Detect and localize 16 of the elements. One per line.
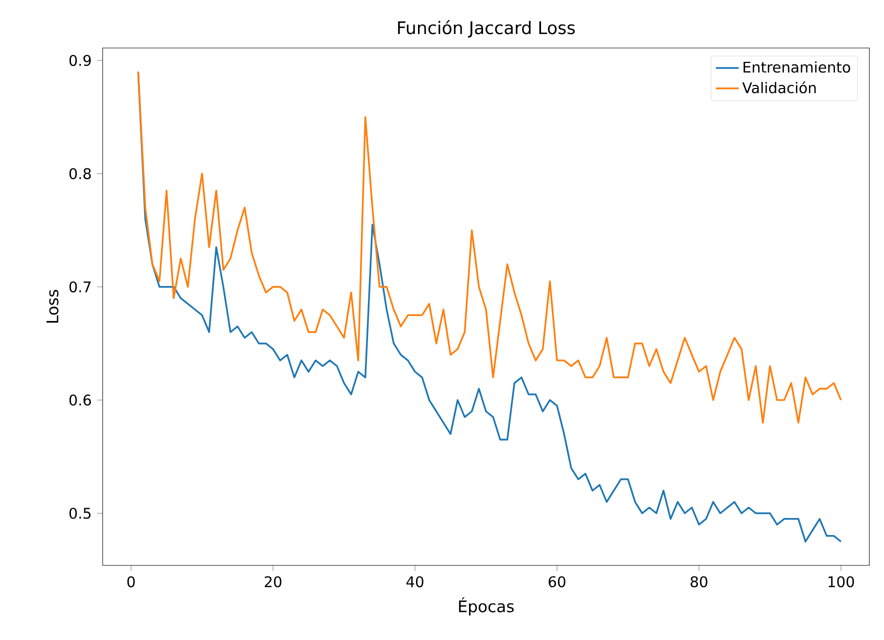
legend-label: Validación <box>742 81 816 94</box>
y-tick-label: 0.5 <box>69 508 91 519</box>
x-tick-label: 20 <box>264 576 282 588</box>
x-tick-label: 80 <box>690 576 708 588</box>
y-tick-label: 0.9 <box>69 54 91 66</box>
chart-title: Función Jaccard Loss <box>398 20 575 38</box>
x-tick-label: 60 <box>548 576 566 588</box>
x-axis-title: Épocas <box>459 597 514 616</box>
y-tick-label: 0.7 <box>69 281 91 292</box>
y-tick-label: 0.8 <box>69 168 91 180</box>
y-tick-label: 0.6 <box>69 394 91 406</box>
x-tick-label: 100 <box>828 576 854 588</box>
x-tick-label: 0 <box>127 576 135 588</box>
y-axis-title: Loss <box>46 290 58 323</box>
legend-label: Entrenamiento <box>744 61 850 73</box>
x-tick-label: 40 <box>406 576 424 588</box>
